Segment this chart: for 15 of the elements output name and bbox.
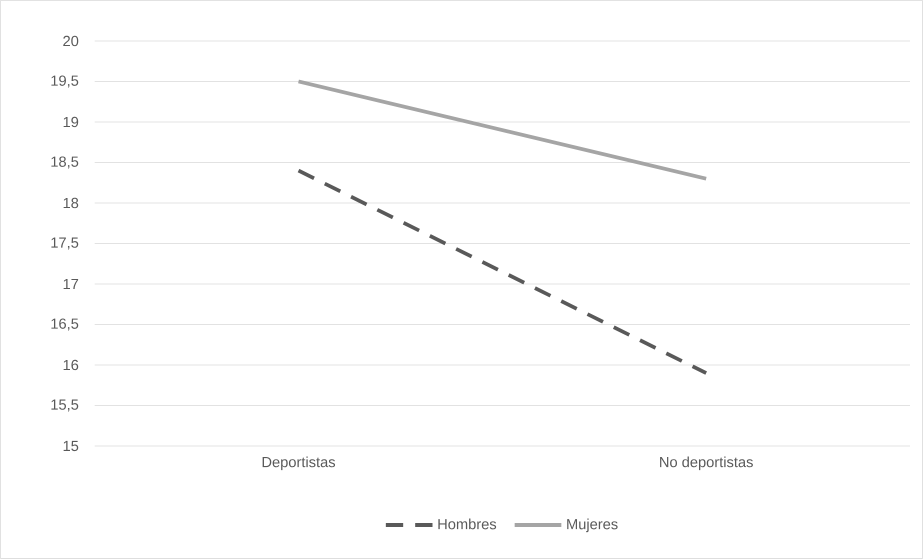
y-tick-label: 19: [64, 116, 78, 128]
legend-label: Hombres: [438, 518, 496, 530]
legend-label: Mujeres: [567, 518, 618, 532]
y-tick-label: 18: [64, 198, 78, 208]
y-tick-label: 16,5: [51, 318, 78, 331]
y-tick-label: 17: [64, 278, 78, 290]
y-tick-label: 17,5: [51, 238, 78, 250]
y-tick-label: 18,5: [51, 156, 78, 169]
y-tick-label: 19,5: [51, 75, 78, 88]
y-tick-label: 15,5: [51, 400, 78, 412]
y-tick-label: 16: [64, 360, 78, 370]
x-tick-label: No deportistas: [660, 456, 753, 470]
y-tick-label: 20: [63, 36, 78, 46]
y-tick-label: 15: [64, 440, 78, 452]
x-tick-label: Deportistas: [262, 456, 336, 470]
